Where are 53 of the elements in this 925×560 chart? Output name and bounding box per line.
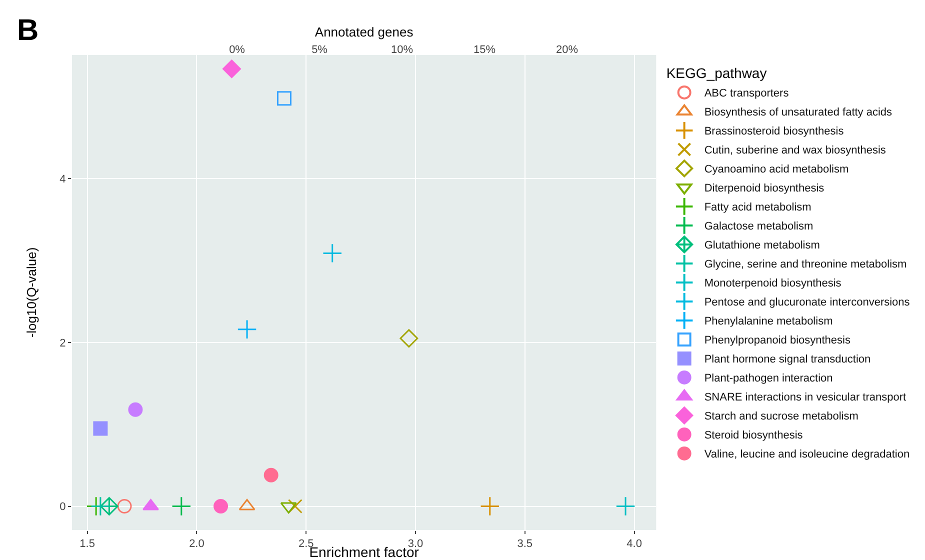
point [128,402,143,417]
x2-tick-label: 20% [556,44,578,56]
x2-tick-label: 10% [391,44,414,56]
legend-label: Galactose metabolism [704,220,814,233]
x-tick-label: 3.0 [408,538,424,550]
legend-label: Phenylalanine metabolism [704,316,833,328]
legend-label: ABC transporters [704,88,790,100]
point [117,499,132,514]
x2-axis-title: Annotated genes [314,24,414,40]
legend-label: Plant hormone signal transduction [704,354,871,366]
legend-label: Glycine, serine and threonine metabolism [704,258,907,271]
x2-tick-label: 15% [474,44,496,56]
legend-label: Glutathione metabolism [704,240,820,252]
legend-label: Valine, leucine and isoleucine degradation [704,448,910,461]
legend-label: Cutin, suberine and wax biosynthesis [704,144,886,157]
point [480,496,500,516]
y-tick-label: 0 [60,501,66,514]
legend-label: Steroid biosynthesis [704,430,804,442]
point [172,496,192,516]
legend-label: Monoterpenoid biosynthesis [704,278,842,290]
x-tick-label: 1.5 [80,538,95,550]
x2-tick-label: 0% [229,44,246,56]
point [616,496,636,516]
x-tick-label: 3.5 [517,538,533,550]
legend-label: Cyanoamino acid metabolism [704,164,849,176]
point [214,499,228,514]
y-axis-title: -log10(Q-value) [24,247,39,338]
point [322,243,342,264]
point [93,421,108,436]
x-tick-label: 2.0 [189,538,204,550]
legend-label: Phenylpropanoid biosynthesis [704,334,851,347]
point [222,60,241,78]
legend-label: Brassinosteroid biosynthesis [704,126,844,138]
point [237,320,257,340]
legend-label: Diterpenoid biosynthesis [704,182,825,195]
text: B [17,14,39,47]
x2-tick-label: 5% [312,44,328,56]
y-tick-label: 2 [60,337,66,350]
legend-label: Plant-pathogen interaction [704,372,833,385]
point [276,91,292,106]
legend-label: Pentose and glucuronate interconversions [704,296,910,309]
legend-label: Fatty acid metabolism [704,202,812,214]
y-tick-label: 4 [60,174,66,186]
legend-label: Starch and sucrose metabolism [704,410,858,423]
point [400,329,418,348]
legend-label: SNARE interactions in vesicular transport [704,392,906,404]
point [100,497,118,516]
x-tick-label: 4.0 [626,538,642,550]
point [264,468,278,482]
point [90,496,110,516]
legend-title: KEGG_pathway [666,64,767,81]
point [288,499,302,514]
legend-label: Biosynthesis of unsaturated fatty acids [704,106,893,119]
